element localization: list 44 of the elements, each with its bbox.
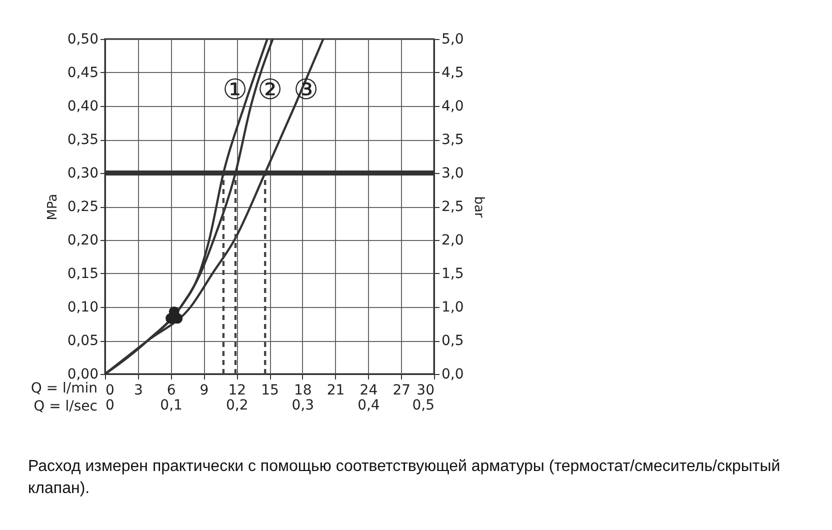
x-tick-label: 15 bbox=[261, 382, 279, 398]
x-tick-label: 3 bbox=[134, 382, 143, 398]
y-tick-label: 0,05 bbox=[67, 333, 98, 349]
y-tick-label: 0,50 bbox=[67, 32, 98, 48]
x2-tick-label: 0 bbox=[106, 398, 114, 414]
y2-tick-label: 5,0 bbox=[442, 32, 464, 48]
y-tick-label: 0,15 bbox=[67, 266, 98, 282]
y2-axis-title: bar bbox=[470, 196, 486, 218]
y2-tick-label: 2,0 bbox=[442, 232, 464, 248]
y-tick-label: 0,30 bbox=[67, 166, 98, 182]
x2-tick-label: 0,3 bbox=[292, 398, 314, 414]
x-tick-label: 30 bbox=[416, 382, 434, 398]
y2-tick-label: 4,0 bbox=[442, 98, 464, 114]
x-tick-label: 9 bbox=[200, 382, 209, 398]
x-tick-label: 21 bbox=[326, 382, 345, 398]
y2-tick-label: 1,5 bbox=[442, 266, 464, 282]
x2-tick-label: 0,2 bbox=[226, 398, 248, 414]
text: Расход измерен практически с помощью соответствующей арматуры (термостат/смеситель/скрытый клапан). bbox=[28, 457, 782, 499]
y-tick-label: 0,35 bbox=[67, 132, 98, 148]
y2-tick-label: 4,5 bbox=[442, 65, 464, 81]
x-tick-label: 6 bbox=[166, 382, 176, 398]
y2-tick-label: 3,0 bbox=[442, 166, 464, 182]
x-tick-label: 18 bbox=[294, 382, 312, 398]
y-tick-label: 0,45 bbox=[67, 65, 98, 81]
x-tick-label: 12 bbox=[228, 382, 246, 398]
y2-tick-label: 2,5 bbox=[442, 199, 464, 215]
x2-axis-title: Q = l/sec bbox=[34, 398, 98, 414]
x-tick-label: 0 bbox=[106, 382, 114, 398]
y-tick-label: 0,00 bbox=[67, 366, 98, 382]
y2-tick-label: 0,0 bbox=[442, 366, 464, 382]
x2-tick-label: 0,4 bbox=[358, 398, 380, 414]
y-axis-title: MPa bbox=[45, 194, 60, 220]
x2-tick-label: 0,5 bbox=[412, 398, 434, 414]
x-tick-label: 27 bbox=[392, 382, 411, 398]
x2-tick-label: 0,1 bbox=[160, 398, 182, 414]
y2-tick-label: 3,5 bbox=[442, 132, 464, 148]
x-axis-title: Q = l/min bbox=[30, 380, 98, 396]
x-tick-label: 24 bbox=[360, 382, 378, 398]
y-tick-label: 0,20 bbox=[67, 232, 98, 248]
y2-tick-label: 1,0 bbox=[442, 300, 464, 316]
y2-tick-label: 0,5 bbox=[442, 333, 464, 349]
y-tick-label: 0,10 bbox=[67, 300, 98, 316]
y-tick-label: 0,25 bbox=[67, 199, 98, 215]
y-tick-label: 0,40 bbox=[67, 98, 98, 114]
